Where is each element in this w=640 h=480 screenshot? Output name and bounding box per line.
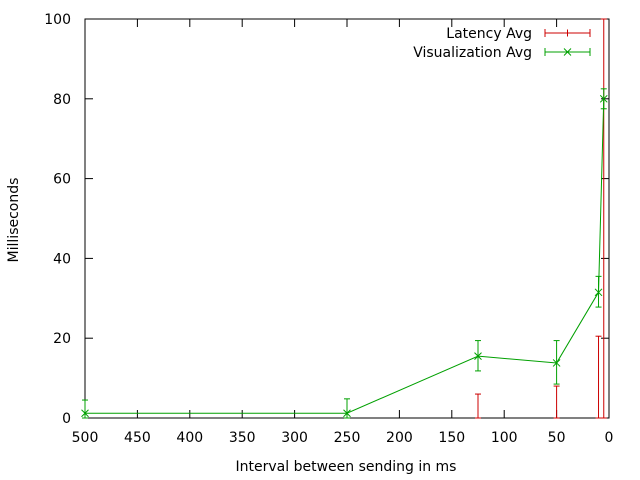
y-tick-label: 20: [53, 331, 71, 347]
point-marker: [474, 352, 482, 361]
x-tick-label: 450: [124, 430, 151, 446]
x-tick-label: 250: [334, 430, 361, 446]
series-1: [81, 88, 608, 419]
y-tick-label: 60: [53, 172, 71, 188]
point-marker: [343, 409, 351, 418]
series-line: [85, 98, 605, 414]
legend: Latency Avg Visualization Avg: [413, 26, 591, 61]
plot-area: [84, 18, 610, 419]
x-tick-label: 300: [281, 430, 308, 446]
y-tick-label: 40: [53, 251, 71, 267]
x-tick-label: 350: [229, 430, 256, 446]
x-axis: 500 450 400 350 300 250 200 150 100 50 0: [72, 19, 614, 446]
y-tick-label: 80: [53, 92, 71, 108]
point-marker: [599, 94, 608, 103]
y-tick-label: 0: [62, 411, 71, 427]
x-tick-label: 100: [491, 430, 518, 446]
x-tick-label: 400: [176, 430, 203, 446]
point-marker: [81, 409, 89, 418]
x-tick-label: 50: [548, 430, 566, 446]
series-0: [475, 18, 607, 419]
point-marker: [563, 48, 572, 56]
y-tick-label: 100: [44, 12, 71, 28]
point-marker: [552, 359, 561, 367]
x-axis-label: Interval between sending in ms: [236, 459, 457, 475]
plot-frame: [84, 18, 610, 419]
x-tick-label: 150: [438, 430, 465, 446]
point-marker: [594, 288, 603, 297]
legend-label: Visualization Avg: [413, 45, 532, 61]
x-tick-label: 200: [386, 430, 413, 446]
y-axis-label: Milliseconds: [6, 178, 22, 263]
y-axis: 0 20 40 60 80 100: [44, 12, 609, 427]
legend-label: Latency Avg: [446, 26, 532, 42]
x-tick-label: 0: [605, 430, 614, 446]
x-tick-label: 500: [72, 430, 99, 446]
series-layer: [81, 18, 608, 419]
